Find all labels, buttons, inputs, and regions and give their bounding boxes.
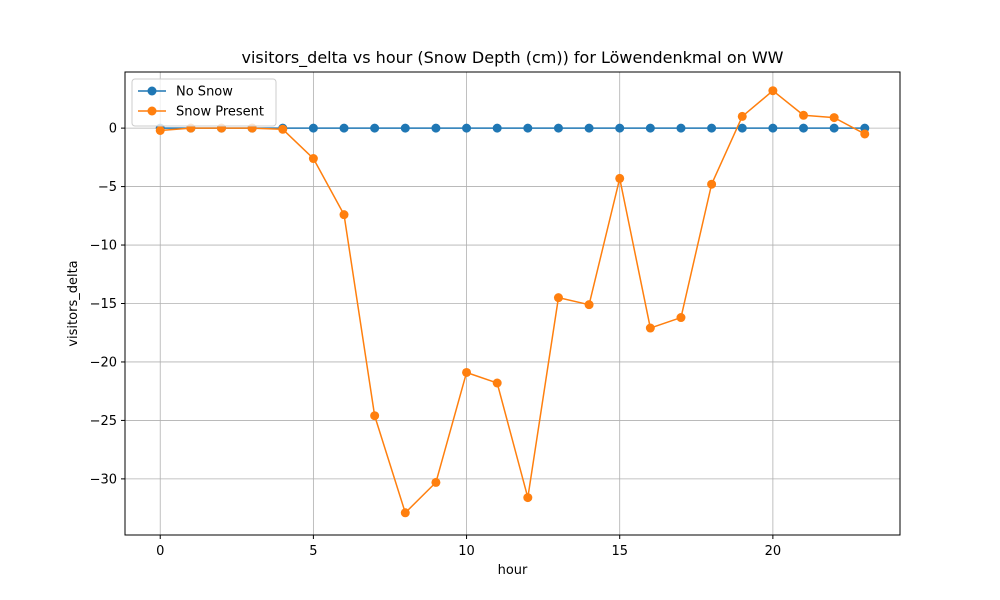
- data-point: [462, 123, 472, 133]
- y-tick-label: −20: [90, 355, 117, 370]
- data-point: [737, 123, 747, 133]
- data-point: [400, 508, 410, 518]
- data-point: [553, 123, 563, 133]
- y-tick-label: −15: [90, 297, 117, 312]
- legend: No Snow Snow Present: [131, 78, 277, 127]
- data-point: [553, 293, 563, 303]
- x-tick-label: 5: [309, 544, 317, 559]
- axis-ticks: 0 5 10 15 20 0 −5 −10 −15 −20 −25 −30: [90, 122, 782, 559]
- data-point: [523, 123, 533, 133]
- x-tick-label: 20: [765, 544, 782, 559]
- data-point: [860, 129, 870, 139]
- data-point: [829, 123, 839, 133]
- data-point: [308, 123, 318, 133]
- data-point: [400, 123, 410, 133]
- data-point: [584, 300, 594, 310]
- y-tick-label: 0: [109, 122, 117, 137]
- legend-marker: [147, 106, 157, 116]
- data-point: [676, 313, 686, 323]
- data-point: [615, 123, 625, 133]
- x-tick-label: 10: [458, 544, 475, 559]
- x-axis-label: hour: [498, 563, 528, 578]
- legend-marker: [147, 86, 157, 96]
- data-point: [370, 123, 380, 133]
- data-point: [584, 123, 594, 133]
- data-point: [462, 367, 472, 377]
- data-point: [492, 123, 502, 133]
- data-point: [523, 493, 533, 503]
- x-tick-label: 0: [156, 544, 164, 559]
- data-point: [676, 123, 686, 133]
- data-point: [768, 123, 778, 133]
- data-point: [829, 113, 839, 123]
- data-point: [707, 179, 717, 189]
- y-tick-label: −10: [90, 239, 117, 254]
- data-point: [431, 477, 441, 487]
- legend-box: [131, 78, 277, 127]
- data-point: [799, 110, 809, 120]
- data-point: [799, 123, 809, 133]
- data-point: [155, 125, 165, 135]
- data-point: [339, 123, 349, 133]
- y-tick-label: −30: [90, 472, 117, 487]
- y-tick-label: −5: [98, 180, 117, 195]
- x-tick-label: 15: [611, 544, 628, 559]
- series-line: [160, 89, 866, 514]
- data-point: [278, 124, 288, 134]
- series-1: [155, 86, 870, 518]
- data-point: [737, 111, 747, 121]
- y-axis-label: visitors_delta: [66, 260, 81, 346]
- y-tick-label: −25: [90, 414, 117, 429]
- data-point: [768, 86, 778, 96]
- legend-label: Snow Present: [176, 105, 264, 120]
- data-point: [645, 123, 655, 133]
- data-point: [492, 378, 502, 388]
- data-point: [707, 123, 717, 133]
- data-point: [370, 411, 380, 421]
- legend-label: No Snow: [176, 85, 233, 100]
- data-point: [615, 173, 625, 183]
- data-point: [339, 210, 349, 220]
- data-point: [431, 123, 441, 133]
- data-point: [308, 154, 318, 164]
- chart-title: visitors_delta vs hour (Snow Depth (cm))…: [242, 48, 784, 68]
- data-point: [645, 323, 655, 333]
